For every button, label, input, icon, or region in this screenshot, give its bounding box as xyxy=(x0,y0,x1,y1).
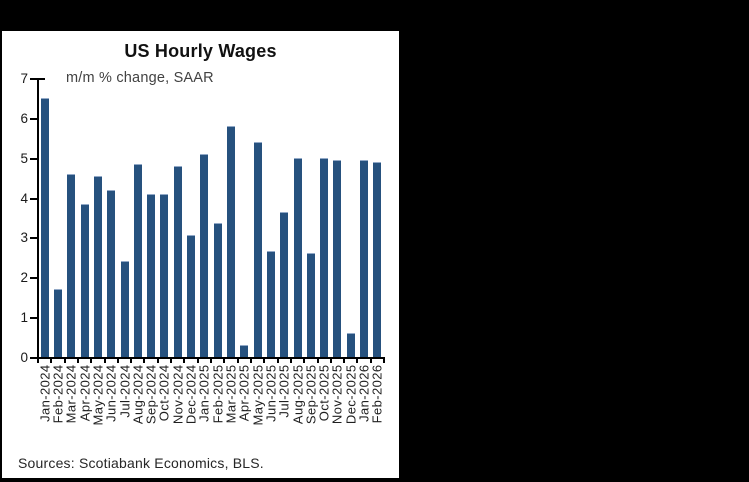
bar-mar-2025 xyxy=(226,126,235,357)
x-axis-label-aug-2024: Aug-2024 xyxy=(130,364,146,424)
x-axis-label-jun-2025: Jun-2025 xyxy=(263,364,279,422)
x-axis-tick xyxy=(276,357,279,363)
y-axis-label: 1 xyxy=(20,310,28,326)
x-axis-label-feb-2025: Feb-2025 xyxy=(210,364,226,423)
y-axis-top-cap xyxy=(37,78,45,80)
x-axis-label-aug-2025: Aug-2025 xyxy=(290,364,306,424)
bar-dec-2024 xyxy=(187,235,196,357)
x-axis-tick xyxy=(303,357,306,363)
bar-jan-2025 xyxy=(200,154,209,357)
x-axis-tick xyxy=(329,357,332,363)
x-axis-tick xyxy=(50,357,53,363)
x-axis-tick xyxy=(90,357,93,363)
y-axis-tick xyxy=(30,78,39,80)
bar-jan-2026 xyxy=(360,160,369,357)
x-axis-tick xyxy=(116,357,119,363)
x-axis-tick xyxy=(183,357,186,363)
x-axis-label-jan-2024: Jan-2024 xyxy=(37,364,53,422)
x-axis-label-may-2024: May-2024 xyxy=(90,364,106,426)
x-axis-tick xyxy=(223,357,226,363)
y-axis-tick xyxy=(30,357,39,359)
x-axis-tick xyxy=(103,357,106,363)
bar-oct-2024 xyxy=(160,194,169,357)
x-axis-label-jul-2025: Jul-2025 xyxy=(276,364,292,418)
x-axis-tick xyxy=(76,357,79,363)
x-axis-label-may-2025: May-2025 xyxy=(250,364,266,426)
bar-sep-2024 xyxy=(147,194,156,357)
y-axis-label: 6 xyxy=(20,110,28,126)
bar-oct-2025 xyxy=(320,158,329,357)
x-axis-tick xyxy=(210,357,213,363)
y-axis xyxy=(37,78,39,359)
x-axis-tick xyxy=(196,357,199,363)
chart-title: US Hourly Wages xyxy=(124,41,277,61)
bar-may-2024 xyxy=(93,176,102,357)
x-axis-tick xyxy=(263,357,266,363)
bar-jun-2024 xyxy=(107,190,116,357)
bar-nov-2025 xyxy=(333,160,342,357)
x-axis-tick xyxy=(343,357,346,363)
x-axis-label-oct-2024: Oct-2024 xyxy=(156,364,172,421)
bar-feb-2026 xyxy=(373,162,382,357)
x-axis-label-mar-2024: Mar-2024 xyxy=(63,364,79,423)
y-axis-label: 7 xyxy=(20,71,28,86)
x-axis-tick xyxy=(289,357,292,363)
y-axis-label: 0 xyxy=(20,350,28,365)
x-axis-label-sep-2025: Sep-2025 xyxy=(303,364,319,424)
y-axis-tick xyxy=(30,277,39,280)
x-axis-label-apr-2025: Apr-2025 xyxy=(236,364,252,421)
bar-jun-2025 xyxy=(266,251,275,357)
bar-may-2025 xyxy=(253,142,262,357)
bar-dec-2025 xyxy=(346,333,355,357)
bar-jul-2024 xyxy=(120,261,129,357)
x-axis-tick xyxy=(143,357,146,363)
bar-sep-2025 xyxy=(306,253,315,357)
chart-subtitle: m/m % change, SAAR xyxy=(66,70,214,86)
x-axis-tick xyxy=(236,357,239,363)
x-axis-label-jul-2024: Jul-2024 xyxy=(117,364,132,418)
x-axis-label-jun-2024: Jun-2024 xyxy=(103,364,119,422)
y-axis-label: 4 xyxy=(20,190,28,206)
bar-apr-2025 xyxy=(240,345,249,357)
y-axis-label: 2 xyxy=(20,270,28,286)
bar-feb-2024 xyxy=(53,289,62,357)
bar-aug-2024 xyxy=(133,164,142,357)
bar-jul-2025 xyxy=(280,212,289,357)
bar-jan-2024 xyxy=(40,98,49,357)
x-axis-tick xyxy=(170,357,173,363)
x-axis-tick xyxy=(130,357,133,363)
chart-panel: US Hourly Wages m/m % change, SAAR 0 1 2 3 4… xyxy=(2,31,399,478)
plot-area: 0 1 2 3 4 5 6 7 Jan-2024 Feb-2024 Mar-2024 Apr-2024… xyxy=(2,31,399,478)
y-axis-label: 3 xyxy=(20,230,28,246)
x-axis-tick xyxy=(316,357,319,363)
x-axis-label-feb-2024: Feb-2024 xyxy=(50,364,66,423)
x-axis-tick xyxy=(63,357,66,363)
y-axis-tick xyxy=(30,317,39,320)
x-axis-tick xyxy=(356,357,359,363)
bar-mar-2024 xyxy=(67,174,76,357)
y-axis-tick xyxy=(30,117,39,120)
y-axis-tick xyxy=(30,197,39,200)
x-axis-label-nov-2024: Nov-2024 xyxy=(170,364,186,424)
bar-nov-2024 xyxy=(173,166,182,357)
x-axis-tick xyxy=(37,357,39,363)
bar-feb-2025 xyxy=(213,223,222,357)
x-axis-label-nov-2025: Nov-2025 xyxy=(329,364,345,424)
x-axis-tick xyxy=(249,357,252,363)
x-axis-tick xyxy=(383,357,386,363)
y-axis-tick xyxy=(30,237,39,240)
x-axis-label-feb-2026: Feb-2026 xyxy=(369,364,385,423)
source-note: Sources: Scotiabank Economics, BLS. xyxy=(18,455,264,471)
y-axis-tick xyxy=(30,157,39,160)
bar-apr-2024 xyxy=(80,204,89,357)
x-axis-tick xyxy=(156,357,159,363)
x-axis-label-apr-2024: Apr-2024 xyxy=(77,364,93,421)
x-axis-tick xyxy=(369,357,372,363)
y-axis-label: 5 xyxy=(20,150,28,166)
x-axis-label-jan-2025: Jan-2025 xyxy=(196,364,212,422)
x-axis-label-dec-2025: Dec-2025 xyxy=(343,364,359,424)
bar-aug-2025 xyxy=(293,158,302,357)
